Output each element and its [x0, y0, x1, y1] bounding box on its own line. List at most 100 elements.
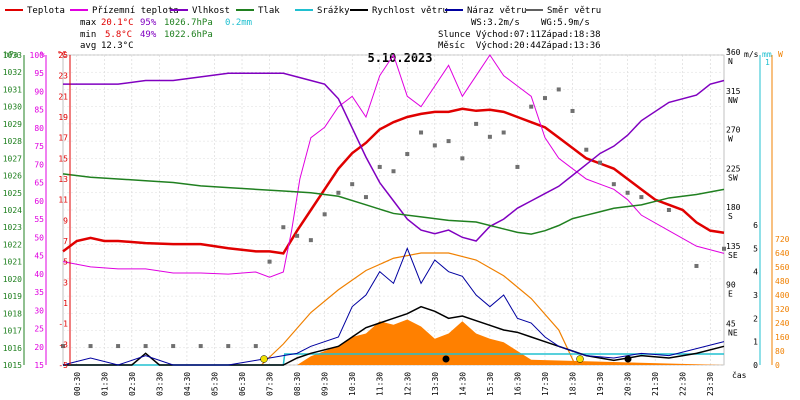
sunrise-marker — [260, 355, 268, 363]
dir-tick: 135 — [726, 242, 741, 251]
wind-dir-point — [116, 344, 121, 349]
stat-max-temp: 20.1°C — [101, 18, 134, 28]
sunset: Západ:18:38 — [541, 30, 601, 40]
hpa-axis-tick: 1026 — [3, 172, 22, 181]
dir-tick-label: S — [728, 212, 733, 221]
wind-tick: 5 — [753, 244, 758, 253]
solar-series — [63, 252, 724, 366]
solar-max-line — [260, 252, 576, 366]
temp-axis-tick: 25 — [58, 51, 68, 60]
hum-axis-tick: 55 — [34, 215, 44, 224]
time-tick: 18:30 — [569, 372, 578, 396]
time-tick: 07:30 — [266, 372, 275, 396]
temp-axis-tick: -5 — [58, 361, 68, 370]
hpa-axis-tick: 1030 — [3, 103, 22, 112]
hum-axis-tick: 60 — [34, 197, 44, 206]
solar-tick: 640 — [775, 249, 790, 258]
dir-tick-label: SE — [728, 251, 738, 260]
hpa-axis-tick: 1018 — [3, 309, 22, 318]
hpa-axis-tick: 1029 — [3, 120, 22, 129]
hum-axis-tick: 15 — [34, 361, 44, 370]
dir-tick: 315 — [726, 87, 741, 96]
wind-unit: m/s — [744, 50, 759, 59]
wind-wg: WG:5.9m/s — [541, 18, 590, 28]
solar-tick: 160 — [775, 333, 790, 342]
wind-dir-point — [611, 182, 616, 187]
dir-tick: 360 — [726, 48, 741, 57]
time-tick: 20:30 — [624, 372, 633, 396]
wind-dir-point — [377, 164, 382, 169]
wind-dir-point — [171, 344, 176, 349]
solar-tick: 80 — [775, 347, 785, 356]
legend-label: Náraz větru — [467, 6, 527, 16]
wind-dir-point — [405, 152, 410, 157]
wind-dir-point — [598, 160, 603, 165]
stat-min-temp: 5.8°C — [105, 30, 132, 40]
wind-dir-point — [61, 344, 65, 349]
hpa-unit: hPa — [4, 50, 19, 59]
hum-axis-tick: 35 — [34, 288, 44, 297]
wind-dir-point — [419, 130, 424, 135]
hum-axis-tick: 30 — [34, 306, 44, 315]
series-přízemní-teplota — [62, 53, 725, 278]
time-tick: 17:30 — [541, 372, 550, 396]
time-tick: 16:30 — [513, 372, 522, 396]
wind-dir-point — [722, 246, 726, 251]
hum-axis-tick: 65 — [34, 179, 44, 188]
temp-axis-tick: 17 — [58, 134, 68, 143]
wind-dir-point — [226, 344, 231, 349]
moonrise-marker — [624, 355, 632, 363]
dir-tick-label: NW — [728, 96, 738, 105]
time-tick: 23:30 — [706, 372, 715, 396]
temp-axis-tick: 19 — [58, 113, 68, 122]
time-tick: 09:30 — [321, 372, 330, 396]
stats-panel: max 20.1°C 95% 1026.7hPa 0.2mm min 5.8°C… — [80, 18, 601, 51]
wind-dir-point — [322, 212, 327, 217]
wind-dir-point — [570, 108, 575, 113]
legend-label: Srážky — [317, 6, 350, 16]
wind-tick: 6 — [753, 221, 758, 230]
temp-unit: °C — [57, 50, 67, 59]
temp-axis-tick: 21 — [58, 92, 68, 101]
temp-axis-tick: 23 — [58, 72, 68, 81]
time-tick: 13:30 — [431, 372, 440, 396]
wind-dir-point — [295, 233, 300, 238]
hpa-axis-tick: 1031 — [3, 85, 22, 94]
wind-dir-point — [281, 225, 286, 230]
moonset-marker — [442, 355, 450, 363]
time-tick: 14:30 — [458, 372, 467, 396]
wind-tick: 0 — [753, 361, 758, 370]
legend-label: Rychlost větru — [372, 6, 448, 16]
hum-axis-tick: 50 — [34, 233, 44, 242]
stat-avg-temp: 12.3°C — [101, 41, 134, 51]
hum-axis-tick: 85 — [34, 106, 44, 115]
hum-axis-tick: 70 — [34, 160, 44, 169]
wind-dir-point — [474, 121, 479, 126]
time-tick: 00:30 — [73, 372, 82, 396]
hum-axis-tick: 80 — [34, 124, 44, 133]
series-teplota — [62, 107, 725, 255]
wind-dir-point — [198, 344, 203, 349]
temp-axis-tick: -1 — [58, 320, 68, 329]
wind-dir-point — [584, 147, 589, 152]
hpa-axis-tick: 1028 — [3, 137, 22, 146]
dir-tick: 270 — [726, 126, 741, 135]
wind-dir-point — [446, 139, 451, 144]
temp-axis-tick: -3 — [58, 340, 68, 349]
wind-tick: 1 — [753, 338, 758, 347]
time-tick: 11:30 — [376, 372, 385, 396]
wind-tick: 3 — [753, 291, 758, 300]
time-tick: 12:30 — [403, 372, 412, 396]
stat-min-hum: 49% — [140, 30, 157, 40]
temp-axis-tick: 9 — [63, 216, 68, 225]
temp-axis-tick: 7 — [63, 237, 68, 246]
dir-tick-label: N — [728, 57, 733, 66]
hum-axis-tick: 90 — [34, 87, 44, 96]
hpa-axis-tick: 1025 — [3, 189, 22, 198]
wind-dir-point — [253, 344, 258, 349]
wind-dir-point — [267, 259, 272, 264]
wind-dir-point — [88, 344, 93, 349]
hum-axis-tick: 45 — [34, 252, 44, 261]
time-tick: 21:30 — [651, 372, 660, 396]
